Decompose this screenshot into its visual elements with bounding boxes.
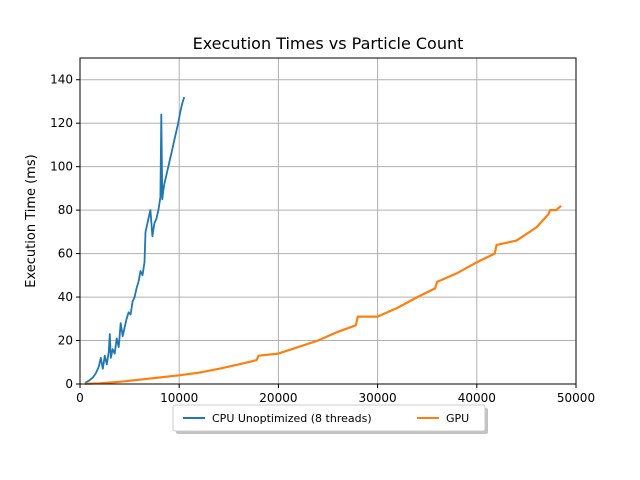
- chart-title: Execution Times vs Particle Count: [193, 34, 464, 53]
- x-tick-label: 20000: [259, 391, 297, 405]
- series-line-gpu: [84, 204, 562, 385]
- x-tick-label: 10000: [160, 391, 198, 405]
- legend-box: [172, 404, 486, 432]
- x-tick-label: 40000: [458, 391, 496, 405]
- y-tick-label: 40: [58, 290, 73, 304]
- x-tick-label: 0: [76, 391, 84, 405]
- y-tick-label: 60: [58, 247, 73, 261]
- x-tick-label: 50000: [557, 391, 595, 405]
- y-axis-label: Execution Time (ms): [24, 154, 39, 287]
- y-tick-label: 0: [65, 377, 73, 391]
- y-tick-label: 20: [58, 334, 73, 348]
- axes-frame: [79, 57, 577, 385]
- legend-label-cpu: CPU Unoptimized (8 threads): [212, 412, 372, 425]
- series-line-cpu: [84, 96, 186, 384]
- legend: CPU Unoptimized (8 threads) GPU: [172, 404, 488, 434]
- x-tick-label: 30000: [359, 391, 397, 405]
- x-axis-ticks: 0 10000 20000 30000 40000 50000: [76, 384, 595, 405]
- series-lines: [84, 96, 562, 385]
- y-tick-label: 80: [58, 203, 73, 217]
- legend-label-gpu: GPU: [446, 412, 469, 425]
- y-tick-label: 120: [50, 116, 73, 130]
- y-tick-label: 140: [50, 73, 73, 87]
- y-tick-label: 100: [50, 160, 73, 174]
- y-axis-ticks: 0 20 40 60 80 100 120 140: [50, 73, 80, 391]
